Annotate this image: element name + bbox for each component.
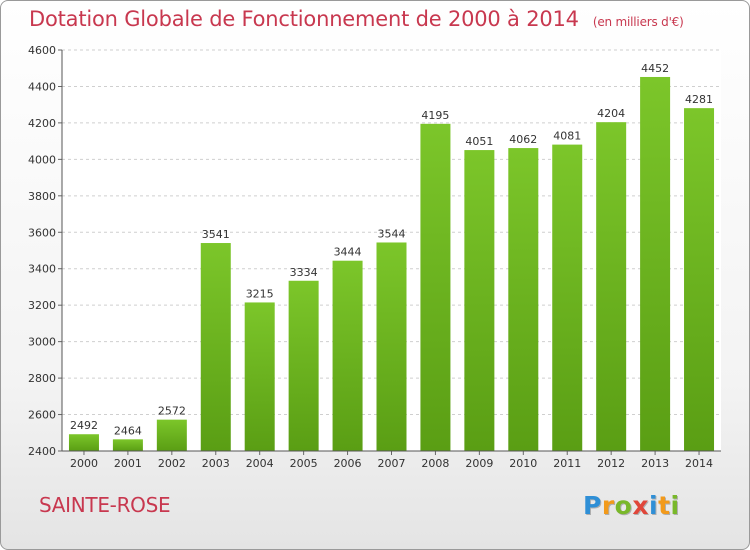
logo-letter: o [614, 491, 633, 520]
x-tick-label: 2001 [114, 457, 142, 470]
bar [200, 243, 231, 451]
bar-value-label: 3334 [290, 266, 318, 279]
y-tick-label: 4200 [28, 117, 56, 130]
bar-value-label: 4051 [465, 135, 493, 148]
bar [332, 260, 363, 451]
commune-name: SAINTE-ROSE [39, 493, 171, 517]
bar [464, 150, 495, 451]
bar-value-label: 3544 [378, 227, 406, 240]
chart-title: Dotation Globale de Fonctionnement de 20… [29, 7, 684, 31]
logo-letter: i [670, 491, 680, 520]
x-tick-label: 2011 [553, 457, 581, 470]
x-tick-label: 2003 [202, 457, 230, 470]
bar-value-label: 3541 [202, 228, 230, 241]
bar-value-label: 2464 [114, 424, 142, 437]
x-tick-label: 2009 [465, 457, 493, 470]
x-tick-label: 2010 [509, 457, 537, 470]
y-tick-label: 3000 [28, 336, 56, 349]
x-tick-label: 2007 [378, 457, 406, 470]
title-text: Dotation Globale de Fonctionnement de 20… [29, 7, 579, 31]
bar [156, 419, 187, 451]
bar-value-label: 4204 [597, 107, 625, 120]
y-tick-label: 2800 [28, 372, 56, 385]
bar [552, 144, 583, 451]
x-tick-label: 2002 [158, 457, 186, 470]
bar-value-label: 4195 [421, 109, 449, 122]
bar [508, 148, 539, 451]
bar-value-label: 3444 [334, 246, 362, 259]
x-tick-label: 2014 [685, 457, 713, 470]
logo-letter: P [583, 491, 602, 520]
chart-subtitle: (en milliers d'€) [592, 15, 684, 29]
bar-value-label: 3215 [246, 287, 274, 300]
bar [420, 123, 451, 451]
x-tick-label: 2008 [421, 457, 449, 470]
logo-letter: x [632, 491, 649, 520]
bar [244, 302, 275, 451]
y-tick-label: 4000 [28, 153, 56, 166]
bar [596, 122, 627, 452]
y-tick-label: 3400 [28, 263, 56, 276]
bar-value-label: 4452 [641, 62, 669, 75]
y-tick-label: 4600 [28, 44, 56, 57]
y-tick-label: 2600 [28, 409, 56, 422]
bar-value-label: 2492 [70, 419, 98, 432]
logo-letter: i [649, 491, 659, 520]
x-tick-label: 2013 [641, 457, 669, 470]
proxiti-logo: Proxiti [583, 491, 680, 520]
bar [112, 439, 143, 451]
bar [640, 76, 671, 451]
y-tick-label: 4400 [28, 80, 56, 93]
x-tick-label: 2006 [334, 457, 362, 470]
y-tick-label: 3800 [28, 190, 56, 203]
bar-value-label: 2572 [158, 405, 186, 418]
logo-letter: t [658, 491, 671, 520]
bar-value-label: 4062 [509, 133, 537, 146]
bar [684, 108, 715, 452]
x-tick-label: 2005 [290, 457, 318, 470]
bar [68, 434, 99, 451]
y-tick-label: 2400 [28, 445, 56, 458]
logo-letter: r [601, 491, 615, 520]
bar [288, 280, 319, 451]
bar-value-label: 4281 [685, 93, 713, 106]
x-tick-label: 2012 [597, 457, 625, 470]
bar-value-label: 4081 [553, 130, 581, 143]
x-tick-label: 2000 [70, 457, 98, 470]
x-tick-label: 2004 [246, 457, 274, 470]
y-tick-label: 3200 [28, 299, 56, 312]
y-tick-label: 3600 [28, 226, 56, 239]
bar [376, 242, 407, 451]
